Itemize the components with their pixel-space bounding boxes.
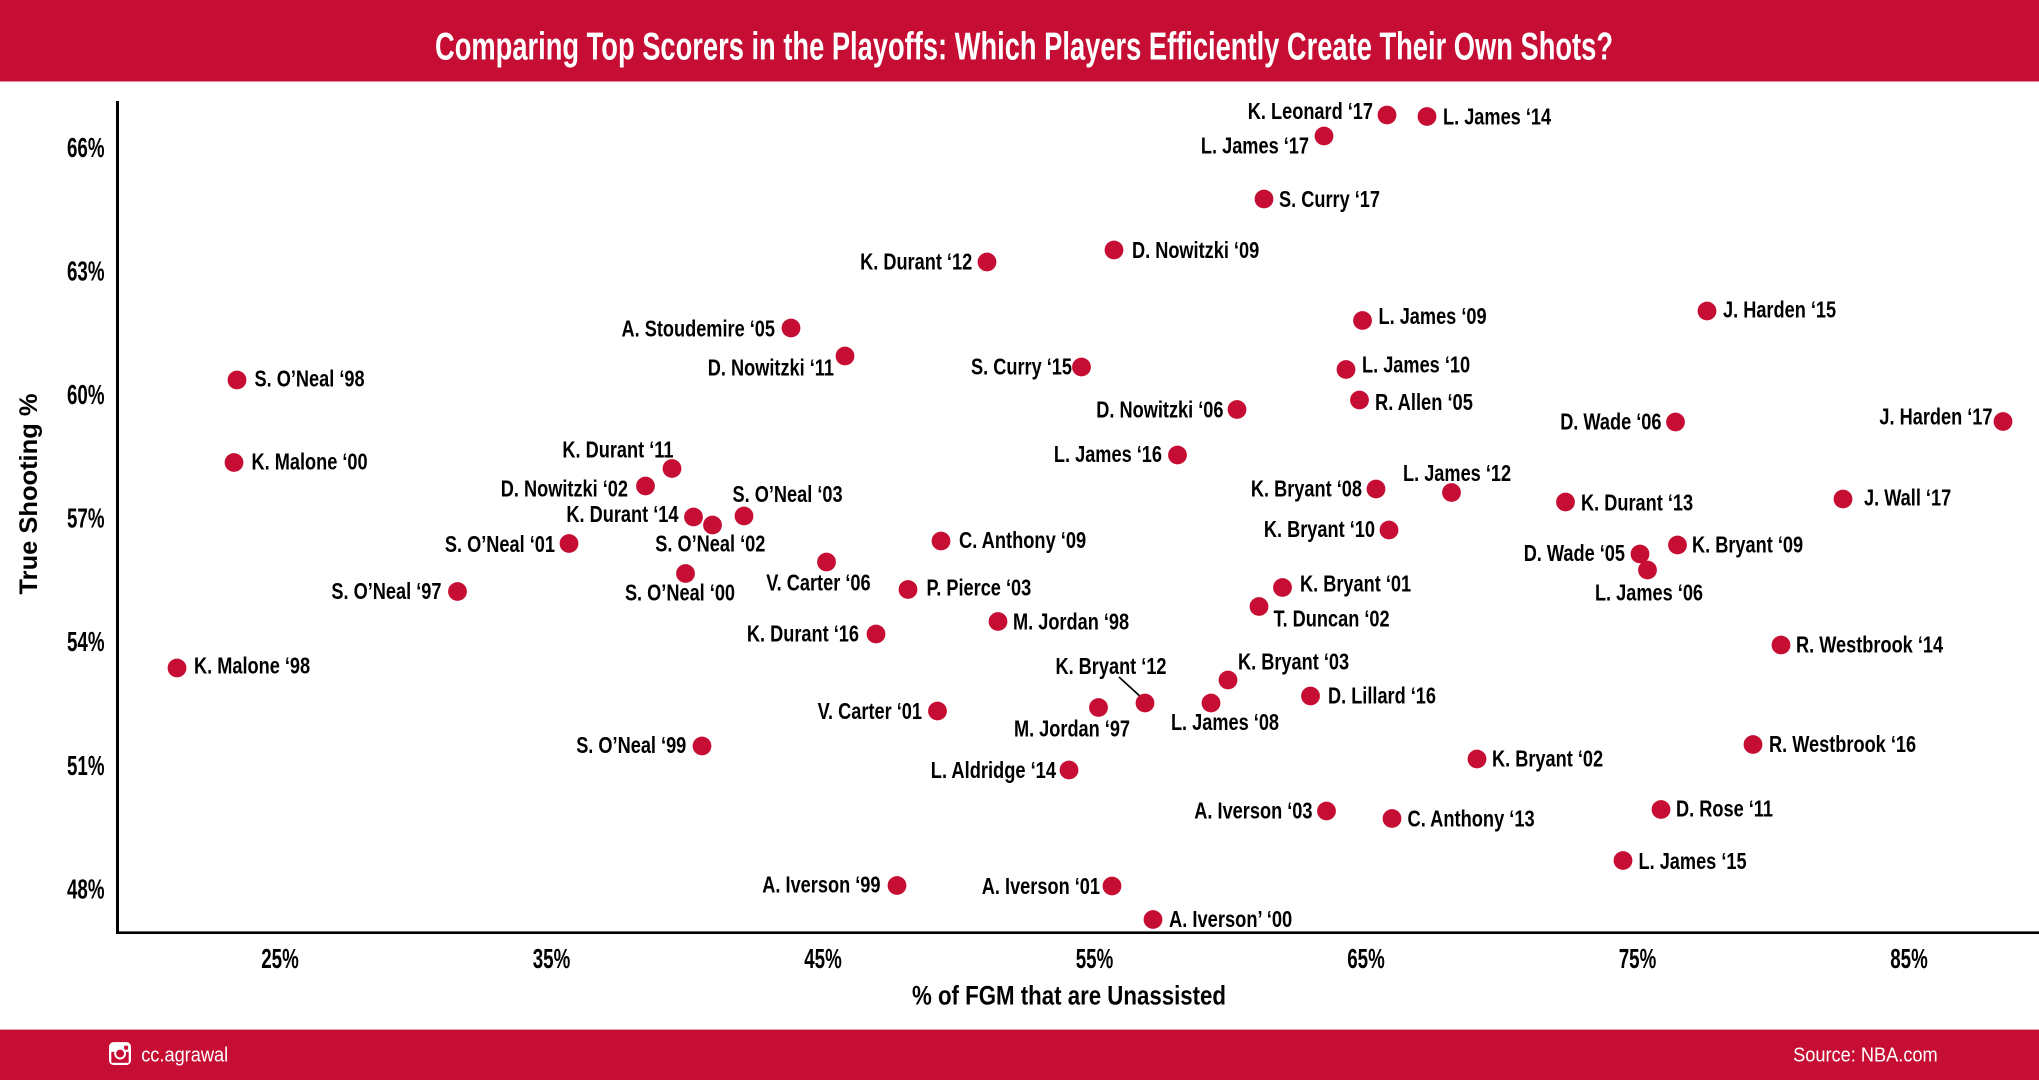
svg-text:S. Curry ‘15: S. Curry ‘15 [971,353,1072,379]
svg-text:57%: 57% [67,503,105,534]
svg-text:55%: 55% [1076,943,1114,974]
svg-text:L. Aldridge ‘14: L. Aldridge ‘14 [931,757,1056,783]
svg-text:J. Harden ‘17: J. Harden ‘17 [1879,403,1992,429]
svg-text:C. Anthony ‘13: C. Anthony ‘13 [1408,805,1535,831]
svg-text:K. Bryant ‘09: K. Bryant ‘09 [1692,531,1803,557]
svg-text:K. Bryant ‘12: K. Bryant ‘12 [1055,653,1166,679]
svg-text:L. James ‘10: L. James ‘10 [1362,351,1470,377]
svg-text:M. Jordan ‘98: M. Jordan ‘98 [1013,608,1129,634]
svg-text:A. Iverson’ ‘00: A. Iverson’ ‘00 [1169,906,1292,932]
svg-text:J. Harden ‘15: J. Harden ‘15 [1723,296,1836,322]
svg-text:R. Westbrook ‘14: R. Westbrook ‘14 [1796,631,1943,657]
svg-text:D. Nowitzki ‘06: D. Nowitzki ‘06 [1096,396,1223,422]
svg-text:K. Durant ‘13: K. Durant ‘13 [1581,489,1693,515]
svg-text:S. O’Neal ‘01: S. O’Neal ‘01 [445,531,555,557]
svg-text:66%: 66% [67,132,105,163]
svg-text:S. O’Neal ‘03: S. O’Neal ‘03 [733,481,843,507]
svg-text:Comparing Top Scorers in the P: Comparing Top Scorers in the Playoffs: W… [435,26,1613,69]
svg-text:65%: 65% [1347,943,1385,974]
svg-text:54%: 54% [67,626,105,657]
svg-text:S. O’Neal ‘97: S. O’Neal ‘97 [331,578,441,604]
svg-text:D. Nowitzki ‘09: D. Nowitzki ‘09 [1132,237,1259,263]
svg-text:L. James ‘17: L. James ‘17 [1201,132,1309,158]
svg-text:L. James ‘06: L. James ‘06 [1595,579,1703,605]
svg-text:A. Stoudemire ‘05: A. Stoudemire ‘05 [622,315,776,341]
svg-text:L. James ‘15: L. James ‘15 [1639,848,1747,874]
svg-text:L. James ‘08: L. James ‘08 [1171,709,1279,735]
svg-text:45%: 45% [804,943,842,974]
svg-text:V. Carter ‘01: V. Carter ‘01 [818,698,923,724]
svg-text:35%: 35% [533,943,571,974]
svg-text:K. Bryant ‘03: K. Bryant ‘03 [1238,648,1349,674]
svg-text:V. Carter ‘06: V. Carter ‘06 [766,569,870,595]
svg-text:D. Nowitzki ‘02: D. Nowitzki ‘02 [501,475,628,501]
svg-text:A. Iverson ‘03: A. Iverson ‘03 [1194,797,1312,823]
svg-text:S. Curry ‘17: S. Curry ‘17 [1279,186,1380,212]
svg-text:L. James ‘12: L. James ‘12 [1403,460,1511,486]
svg-text:C. Anthony ‘09: C. Anthony ‘09 [959,527,1086,553]
svg-text:A. Iverson ‘01: A. Iverson ‘01 [982,873,1100,899]
svg-text:85%: 85% [1890,943,1928,974]
svg-text:Source: NBA.com: Source: NBA.com [1793,1045,1938,1067]
svg-text:K. Leonard ‘17: K. Leonard ‘17 [1248,98,1373,124]
svg-text:A. Iverson ‘99: A. Iverson ‘99 [762,871,880,897]
svg-text:M. Jordan ‘97: M. Jordan ‘97 [1014,715,1130,741]
svg-text:True Shooting %: True Shooting % [15,394,43,595]
svg-text:S. O’Neal ‘00: S. O’Neal ‘00 [625,579,735,605]
svg-text:R. Westbrook ‘16: R. Westbrook ‘16 [1769,731,1916,757]
svg-text:75%: 75% [1619,943,1657,974]
svg-text:% of FGM that are Unassisted: % of FGM that are Unassisted [912,981,1226,1011]
svg-text:48%: 48% [67,874,105,905]
svg-text:D. Wade ‘06: D. Wade ‘06 [1560,408,1661,434]
svg-text:K. Bryant ‘08: K. Bryant ‘08 [1251,475,1362,501]
svg-text:K. Malone ‘00: K. Malone ‘00 [252,448,368,474]
svg-text:L. James ‘09: L. James ‘09 [1379,303,1487,329]
svg-text:D. Nowitzki ‘11: D. Nowitzki ‘11 [708,354,834,380]
svg-text:S. O’Neal ‘02: S. O’Neal ‘02 [655,530,765,556]
svg-text:S. O’Neal ‘99: S. O’Neal ‘99 [576,732,686,758]
svg-text:63%: 63% [67,256,105,287]
svg-text:K. Durant ‘14: K. Durant ‘14 [566,501,678,527]
svg-text:K. Bryant ‘01: K. Bryant ‘01 [1300,570,1411,596]
svg-text:D. Wade ‘05: D. Wade ‘05 [1524,540,1625,566]
svg-text:51%: 51% [67,750,105,781]
svg-text:K. Durant ‘12: K. Durant ‘12 [860,248,972,274]
svg-text:L. James ‘14: L. James ‘14 [1443,103,1551,129]
svg-text:cc.agrawal: cc.agrawal [141,1045,228,1067]
svg-text:P. Pierce ‘03: P. Pierce ‘03 [927,574,1032,600]
svg-text:25%: 25% [261,943,299,974]
svg-text:D. Rose ‘11: D. Rose ‘11 [1676,795,1773,821]
svg-text:D. Lillard ‘16: D. Lillard ‘16 [1328,682,1436,708]
svg-text:K. Durant ‘16: K. Durant ‘16 [747,620,859,646]
svg-text:T. Duncan ‘02: T. Duncan ‘02 [1274,605,1390,631]
svg-text:R. Allen ‘05: R. Allen ‘05 [1375,389,1473,415]
svg-text:K. Malone ‘98: K. Malone ‘98 [194,652,310,678]
svg-text:K. Durant ‘11: K. Durant ‘11 [562,436,673,462]
svg-text:K. Bryant ‘10: K. Bryant ‘10 [1264,516,1375,542]
svg-text:S. O’Neal ‘98: S. O’Neal ‘98 [255,365,365,391]
svg-text:L. James ‘16: L. James ‘16 [1054,441,1162,467]
svg-text:60%: 60% [67,379,105,410]
svg-text:J. Wall ‘17: J. Wall ‘17 [1864,484,1951,510]
svg-text:K. Bryant ‘02: K. Bryant ‘02 [1492,745,1603,771]
